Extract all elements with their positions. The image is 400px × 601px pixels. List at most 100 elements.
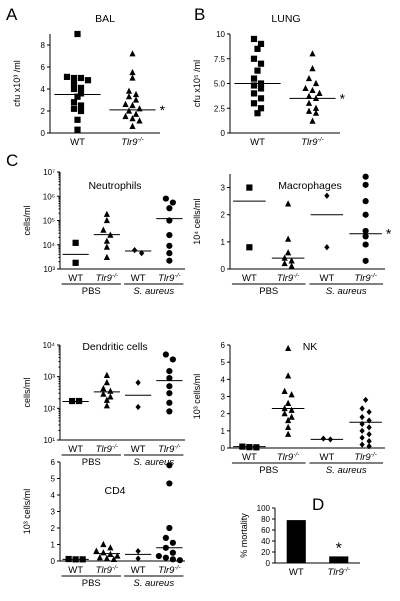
data-point	[302, 84, 309, 92]
data-point	[362, 181, 369, 188]
y-tick-label: 5.0	[214, 80, 226, 89]
panel-letter-c: C	[6, 151, 18, 170]
data-point	[103, 396, 110, 403]
data-point	[107, 393, 114, 400]
y-tick-label: 0	[51, 557, 56, 566]
y-tick-label: 60	[261, 526, 270, 535]
y-tick-label: 10¹	[43, 436, 55, 445]
chart-macrophages: Macrophages 0 1 2 3 10⁴ cells/ml WT Tlr9-/- WT Tl…	[192, 173, 392, 297]
data-point	[166, 383, 173, 390]
data-point	[162, 195, 169, 202]
data-point	[100, 540, 107, 548]
data-point	[72, 239, 79, 246]
data-point	[129, 122, 136, 129]
data-point	[74, 30, 81, 38]
group-label: PBS	[259, 286, 278, 297]
x-tick-label: Tlr9-/-	[277, 273, 300, 285]
data-point	[169, 356, 176, 363]
data-point	[162, 534, 169, 542]
data-point	[166, 390, 173, 397]
data-point	[250, 82, 258, 89]
y-axis-label: cells/ml	[22, 377, 32, 407]
data-point	[288, 262, 295, 269]
x-tick-label: WT	[289, 567, 304, 578]
data-point	[366, 424, 372, 431]
x-tick-label: WT	[70, 137, 85, 148]
data-point	[122, 112, 129, 120]
group-label: S. aureus	[326, 465, 367, 476]
data-point	[285, 416, 292, 424]
data-point	[136, 117, 143, 124]
data-point	[70, 80, 78, 87]
data-point	[257, 40, 265, 47]
data-point	[257, 105, 265, 112]
y-tick-label: 1	[221, 427, 226, 436]
data-point	[305, 92, 313, 99]
x-tick-label: WT	[131, 444, 146, 455]
x-tick-label: WT	[250, 137, 265, 148]
data-point	[155, 552, 162, 560]
x-tick-label: Tlr9-/-	[354, 273, 377, 285]
data-point	[246, 184, 253, 191]
data-point	[285, 372, 292, 379]
chart-title: Neutrophils	[88, 180, 141, 192]
data-point	[166, 462, 173, 469]
y-axis-label: cfu x10³ /ml	[12, 60, 22, 107]
y-tick-label: 2	[41, 107, 46, 116]
data-point	[366, 438, 372, 445]
y-tick-label: 1	[221, 238, 226, 247]
data-point	[125, 107, 133, 114]
data-point	[257, 60, 265, 67]
data-point	[166, 408, 173, 415]
data-point	[162, 554, 169, 561]
data-point	[324, 192, 330, 199]
bar	[286, 520, 306, 563]
data-point	[103, 402, 110, 409]
data-point	[362, 257, 369, 264]
x-tick-label: WT	[242, 452, 257, 463]
y-axis-label: 10³ cells/ml	[192, 374, 202, 420]
bar	[329, 556, 349, 563]
data-point	[166, 480, 173, 487]
y-tick-label: 2.5	[214, 104, 226, 113]
data-point	[125, 87, 133, 94]
group-label: PBS	[259, 465, 278, 476]
data-point	[70, 85, 78, 93]
y-tick-label: 10⁶	[43, 192, 55, 201]
data-point	[288, 406, 295, 413]
data-point	[288, 391, 295, 398]
data-point	[359, 405, 365, 412]
chart-title: CD4	[104, 485, 125, 497]
data-point	[320, 435, 327, 442]
data-point	[103, 378, 110, 386]
data-point	[169, 199, 176, 206]
data-point	[285, 200, 292, 207]
y-axis-label: % mortality	[239, 513, 249, 558]
data-point	[305, 107, 313, 114]
y-tick-label: 8	[41, 41, 46, 50]
x-tick-label: Tlr9-/-	[277, 452, 300, 464]
data-point	[281, 259, 288, 267]
data-point	[135, 548, 141, 555]
data-point	[74, 126, 81, 133]
y-tick-label: 4	[41, 85, 46, 94]
data-point	[253, 444, 260, 451]
data-point	[312, 109, 320, 116]
data-point	[100, 226, 107, 233]
y-tick-label: 20	[261, 548, 270, 557]
data-point	[166, 375, 173, 382]
x-tick-label: WT	[319, 273, 334, 284]
chart-bal: BAL 0 2 4 6 8 cfu x10³ /ml WT Tlr9-/- *	[12, 13, 166, 148]
data-point	[285, 249, 292, 256]
y-tick-label: 10⁴	[43, 241, 56, 250]
data-point	[103, 554, 110, 562]
y-tick-label: 40	[261, 537, 270, 546]
data-point	[309, 86, 316, 94]
data-point	[129, 101, 136, 109]
data-point	[250, 55, 258, 62]
y-tick-label: 6	[41, 63, 46, 72]
data-point	[131, 247, 138, 254]
x-tick-label: Tlr9-/-	[158, 565, 181, 577]
